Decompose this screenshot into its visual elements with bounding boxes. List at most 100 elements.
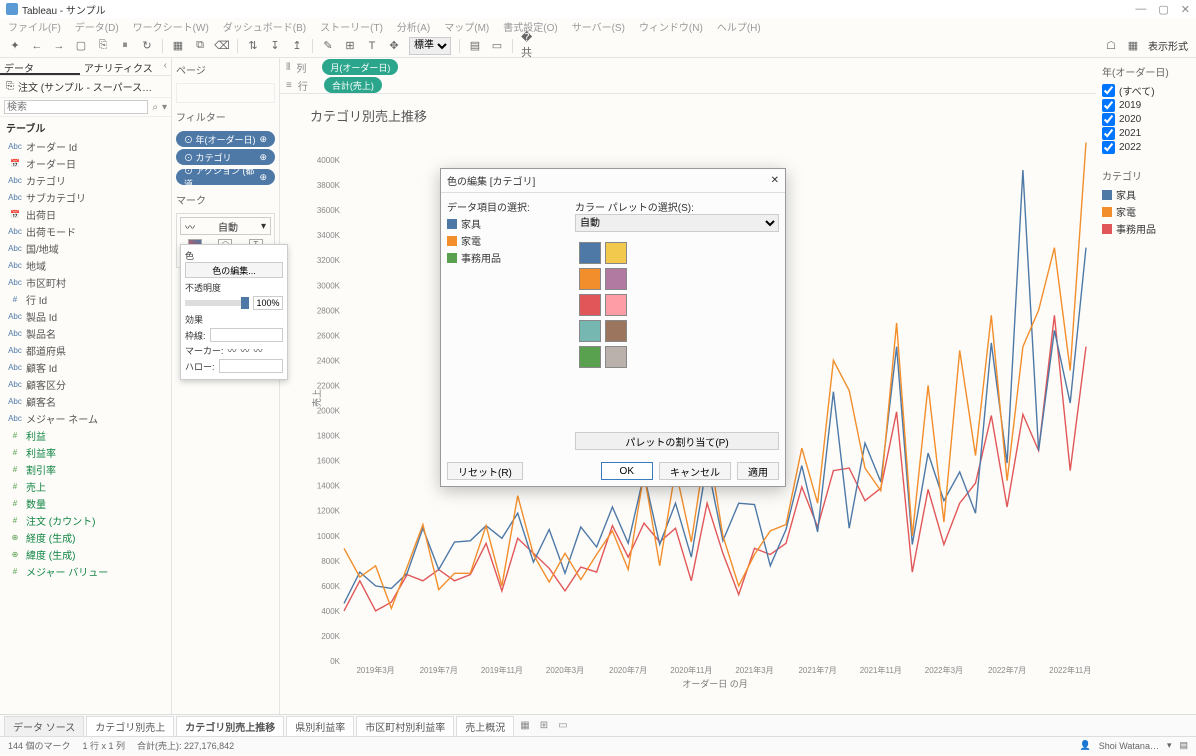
field-item[interactable]: ⊕経度 (生成)	[0, 529, 171, 546]
legend-item[interactable]: 家具	[1102, 187, 1190, 202]
field-item[interactable]: Abc国/地域	[0, 240, 171, 257]
field-item[interactable]: #メジャー バリュー	[0, 563, 171, 580]
user-menu-icon[interactable]: ▾	[1167, 740, 1172, 751]
status-user[interactable]: Shoi Watana…	[1099, 741, 1159, 751]
data-guide-icon[interactable]: ☖	[1104, 39, 1118, 53]
marker-some[interactable]: 〰	[241, 344, 250, 357]
refresh-icon[interactable]: ↻	[140, 39, 154, 53]
label-icon[interactable]: T	[365, 39, 379, 53]
menu-dashboard[interactable]: ダッシュボード(B)	[223, 19, 306, 34]
filter-pill[interactable]: ⊙ アクション (都道…⊕	[176, 169, 275, 185]
palette-swatch[interactable]	[605, 268, 627, 290]
share-icon[interactable]: �共	[521, 39, 535, 53]
edit-colors-button[interactable]: 色の編集...	[185, 262, 283, 278]
rows-pill[interactable]: 合計(売上)	[324, 77, 382, 93]
reset-button[interactable]: リセット(R)	[447, 462, 523, 480]
filmstrip-icon[interactable]: ▤	[1179, 740, 1188, 751]
new-worksheet-icon[interactable]: ▦	[516, 720, 533, 731]
cards-icon[interactable]: ▤	[468, 39, 482, 53]
search-options-icon[interactable]: ▾	[162, 102, 167, 113]
sheet-tab-2[interactable]: 県別利益率	[286, 716, 354, 736]
close-icon[interactable]: ✕	[1181, 3, 1190, 16]
sheet-tab-1[interactable]: カテゴリ別売上推移	[176, 716, 284, 736]
new-story-icon[interactable]: ▭	[554, 720, 571, 731]
menu-story[interactable]: ストーリー(T)	[320, 19, 383, 34]
field-item[interactable]: Abcカテゴリ	[0, 172, 171, 189]
legend-item[interactable]: 家電	[1102, 204, 1190, 219]
filter-pill[interactable]: ⊙ 年(オーダー日)⊕	[176, 131, 275, 147]
palette-swatch[interactable]	[605, 242, 627, 264]
rows-shelf[interactable]: ≡ 行 合計(売上)	[280, 76, 1096, 94]
menu-data[interactable]: データ(D)	[75, 19, 119, 34]
field-item[interactable]: Abc市区町村	[0, 274, 171, 291]
menu-server[interactable]: サーバー(S)	[572, 19, 625, 34]
menu-file[interactable]: ファイル(F)	[8, 19, 61, 34]
collapse-pane-icon[interactable]: ‹	[160, 58, 171, 75]
dialog-data-item[interactable]: 家具	[447, 216, 567, 231]
field-item[interactable]: Abcメジャー ネーム	[0, 410, 171, 427]
menu-window[interactable]: ウィンドウ(N)	[639, 19, 703, 34]
dialog-data-item[interactable]: 家電	[447, 233, 567, 248]
palette-swatch[interactable]	[579, 346, 601, 368]
field-item[interactable]: #注文 (カウント)	[0, 512, 171, 529]
palette-swatch[interactable]	[579, 268, 601, 290]
menu-analysis[interactable]: 分析(A)	[397, 19, 430, 34]
datasource-tab[interactable]: データ ソース	[4, 716, 84, 736]
columns-pill[interactable]: 月(オーダー日)	[322, 59, 398, 75]
palette-swatch[interactable]	[605, 320, 627, 342]
search-filter-icon[interactable]: ⌕	[152, 102, 158, 113]
present-icon[interactable]: ▭	[490, 39, 504, 53]
sheet-tab-0[interactable]: カテゴリ別売上	[86, 716, 174, 736]
field-item[interactable]: 📅オーダー日	[0, 155, 171, 172]
opacity-slider[interactable]	[185, 300, 249, 306]
palette-swatch[interactable]	[579, 320, 601, 342]
columns-shelf[interactable]: ⦀ 列 月(オーダー日)	[280, 58, 1096, 76]
highlight-icon[interactable]: ✎	[321, 39, 335, 53]
fit-select[interactable]: 標準	[409, 37, 451, 55]
year-checkbox[interactable]: 2021	[1102, 127, 1190, 140]
group-icon[interactable]: ⊞	[343, 39, 357, 53]
year-checkbox[interactable]: (すべて)	[1102, 83, 1190, 98]
marker-none[interactable]: 〰	[228, 344, 237, 357]
marker-all[interactable]: 〰	[254, 344, 263, 357]
filters-shelf[interactable]: ⊙ 年(オーダー日)⊕⊙ カテゴリ⊕⊙ アクション (都道…⊕	[176, 130, 275, 186]
pin-icon[interactable]: ✥	[387, 39, 401, 53]
maximize-icon[interactable]: ▢	[1158, 3, 1168, 16]
field-item[interactable]: #利益	[0, 427, 171, 444]
clear-icon[interactable]: ⌫	[215, 39, 229, 53]
new-dashboard-icon[interactable]: ⊞	[536, 720, 552, 731]
duplicate-icon[interactable]: ⧉	[193, 39, 207, 53]
menu-worksheet[interactable]: ワークシート(W)	[133, 19, 209, 34]
search-input[interactable]	[4, 100, 148, 114]
palette-swatch[interactable]	[605, 346, 627, 368]
palette-swatch[interactable]	[605, 294, 627, 316]
field-item[interactable]: Abc都道府県	[0, 342, 171, 359]
field-item[interactable]: #利益率	[0, 444, 171, 461]
new-sheet-icon[interactable]: ▦	[171, 39, 185, 53]
cancel-button[interactable]: キャンセル	[659, 462, 731, 480]
year-checkbox[interactable]: 2022	[1102, 141, 1190, 154]
field-item[interactable]: 📅出荷日	[0, 206, 171, 223]
minimize-icon[interactable]: —	[1135, 3, 1146, 16]
menu-map[interactable]: マップ(M)	[444, 19, 489, 34]
dialog-close-icon[interactable]: ✕	[771, 175, 779, 186]
opacity-value[interactable]	[253, 296, 283, 310]
palette-select[interactable]: 自動	[575, 214, 779, 232]
mark-type-select[interactable]: 〰自動▾	[180, 217, 271, 235]
dialog-data-item[interactable]: 事務用品	[447, 250, 567, 265]
palette-swatch[interactable]	[579, 294, 601, 316]
field-item[interactable]: Abc顧客 Id	[0, 359, 171, 376]
tableau-logo-icon[interactable]: ✦	[8, 39, 22, 53]
swap-icon[interactable]: ⇅	[246, 39, 260, 53]
field-item[interactable]: Abc出荷モード	[0, 223, 171, 240]
sort-desc-icon[interactable]: ↥	[290, 39, 304, 53]
sort-asc-icon[interactable]: ↧	[268, 39, 282, 53]
ok-button[interactable]: OK	[601, 462, 653, 480]
assign-palette-button[interactable]: パレットの割り当て(P)	[575, 432, 779, 450]
field-item[interactable]: #割引率	[0, 461, 171, 478]
halo-select[interactable]	[219, 359, 283, 373]
field-item[interactable]: Abc顧客名	[0, 393, 171, 410]
field-item[interactable]: Abc地域	[0, 257, 171, 274]
legend-item[interactable]: 事務用品	[1102, 221, 1190, 236]
apply-button[interactable]: 適用	[737, 462, 779, 480]
